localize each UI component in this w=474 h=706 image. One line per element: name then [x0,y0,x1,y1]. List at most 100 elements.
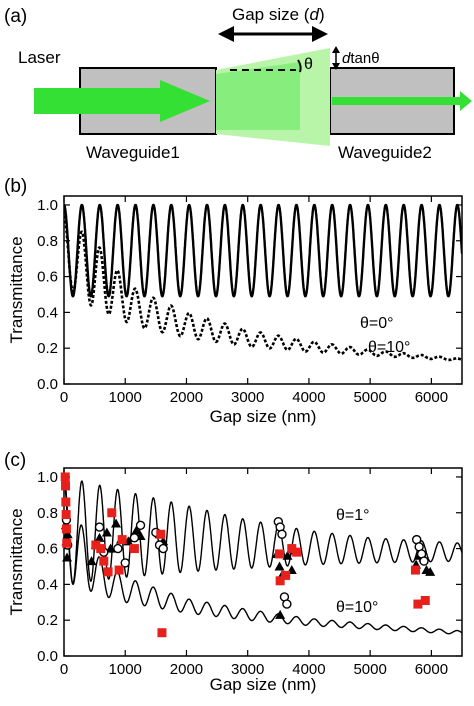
axes-frame [63,195,463,385]
square-marker [107,508,117,518]
circle-marker [113,543,123,554]
triangle-marker [282,550,293,560]
square-marker [156,529,166,539]
x-tick-label: 5000 [353,661,386,678]
square-marker [275,549,285,559]
chart-c: (c) 0 1000 2000 3000 4000 5000 6000 0.0 0.2 0.4 0.… [4,450,463,694]
circle-marker [158,543,168,554]
square-marker [157,628,167,638]
gap-size-label: Gap size (d) [232,5,325,24]
triangle-marker [275,609,286,619]
square-marker [292,547,302,557]
circle-marker [277,529,287,539]
triangle-marker [62,552,73,562]
chart-b: (b) 0 1000 2000 3000 4000 5000 6000 0.0 0.2 0.4 0.… [4,176,463,426]
laser-arrow [34,80,210,122]
gap-beam-core [216,62,300,130]
square-marker [420,595,430,605]
y-tick-label: 0.6 [37,269,58,286]
square-marker [281,570,291,580]
theta-label: θ [304,56,313,73]
x-tick-label: 4000 [292,389,325,406]
square-marker [61,510,71,520]
y-tick-label: 0.2 [37,340,58,357]
x-tick-label: 3000 [231,389,264,406]
y-tick-label: 0.8 [37,233,58,250]
axes-frame [63,467,463,657]
square-marker [61,524,71,534]
triangle-marker [101,527,112,537]
series-line-2 [64,480,462,635]
y-tick-label: 0.8 [37,505,58,522]
series-annotation: θ=10° [368,339,410,356]
waveguide1-label: Waveguide1 [86,143,180,162]
triangle-marker [86,556,97,566]
square-marker [117,535,127,545]
x-tick-label: 4000 [292,661,325,678]
circle-marker [129,533,140,543]
square-marker [61,481,71,491]
y-tick-label: 0.0 [37,648,58,665]
series-annotation: θ=1° [336,507,370,524]
offset-arrow-bottom-head [332,63,340,70]
panel-label-b: (b) [4,176,27,197]
y-axis-label: Transmittance [7,236,26,343]
series-annotation: θ=0° [360,315,394,332]
x-tick-label: 1000 [109,389,142,406]
circle-marker [282,599,292,609]
triangle-marker [274,561,285,571]
square-marker [275,576,285,586]
x-tick-label: 6000 [415,661,448,678]
triangle-marker [425,566,436,576]
gap-arrow-left-head [218,26,234,42]
x-axis-label: Gap size (nm) [210,675,317,694]
square-marker [99,556,109,566]
laser-label: Laser [18,48,61,67]
square-marker [287,544,297,554]
waveguide2-label: Waveguide2 [338,143,432,162]
square-marker [60,472,70,482]
x-tick-label: 1000 [109,661,142,678]
x-tick-label: 2000 [170,661,203,678]
y-tick-label: 0.0 [37,376,58,393]
y-tick-label: 0.6 [37,541,58,558]
x-tick-label: 3000 [231,661,264,678]
y-tick-label: 1.0 [37,197,58,214]
triangle-marker [94,532,105,542]
square-marker [114,565,124,575]
x-axis-label: Gap size (nm) [210,407,317,426]
x-tick-label: 6000 [415,389,448,406]
circle-marker [120,558,130,568]
schematic-panel: (a) Gap size (d) θ dtanθ Laser Waveguid [4,5,472,162]
series-line-1 [64,476,462,584]
panel-label-a: (a) [4,6,27,27]
square-marker [413,599,423,609]
theta-arc [297,59,302,73]
circle-marker [94,522,105,532]
series-line-1 [64,203,462,298]
square-marker [91,540,101,550]
square-marker [103,567,113,577]
x-tick-label: 0 [60,389,68,406]
x-tick-label: 0 [60,661,68,678]
y-axis-label: Transmittance [7,508,26,615]
offset-label: dtanθ [342,50,380,67]
y-tick-label: 0.4 [37,576,58,593]
square-marker [410,565,420,575]
square-marker [129,544,139,554]
output-arrow [332,91,472,111]
x-tick-label: 5000 [353,389,386,406]
y-tick-label: 1.0 [37,469,58,486]
panel-label-c: (c) [4,450,26,471]
series-line-2 [64,215,462,362]
square-marker [62,538,72,548]
triangle-marker [131,525,142,535]
square-marker [96,544,106,554]
offset-arrow-top-head [332,46,340,53]
circle-marker [419,556,429,566]
series-annotation: θ=10° [336,599,378,616]
x-tick-label: 2000 [170,389,203,406]
square-marker [61,497,71,507]
triangle-marker [62,529,73,539]
y-tick-label: 0.4 [37,304,58,321]
